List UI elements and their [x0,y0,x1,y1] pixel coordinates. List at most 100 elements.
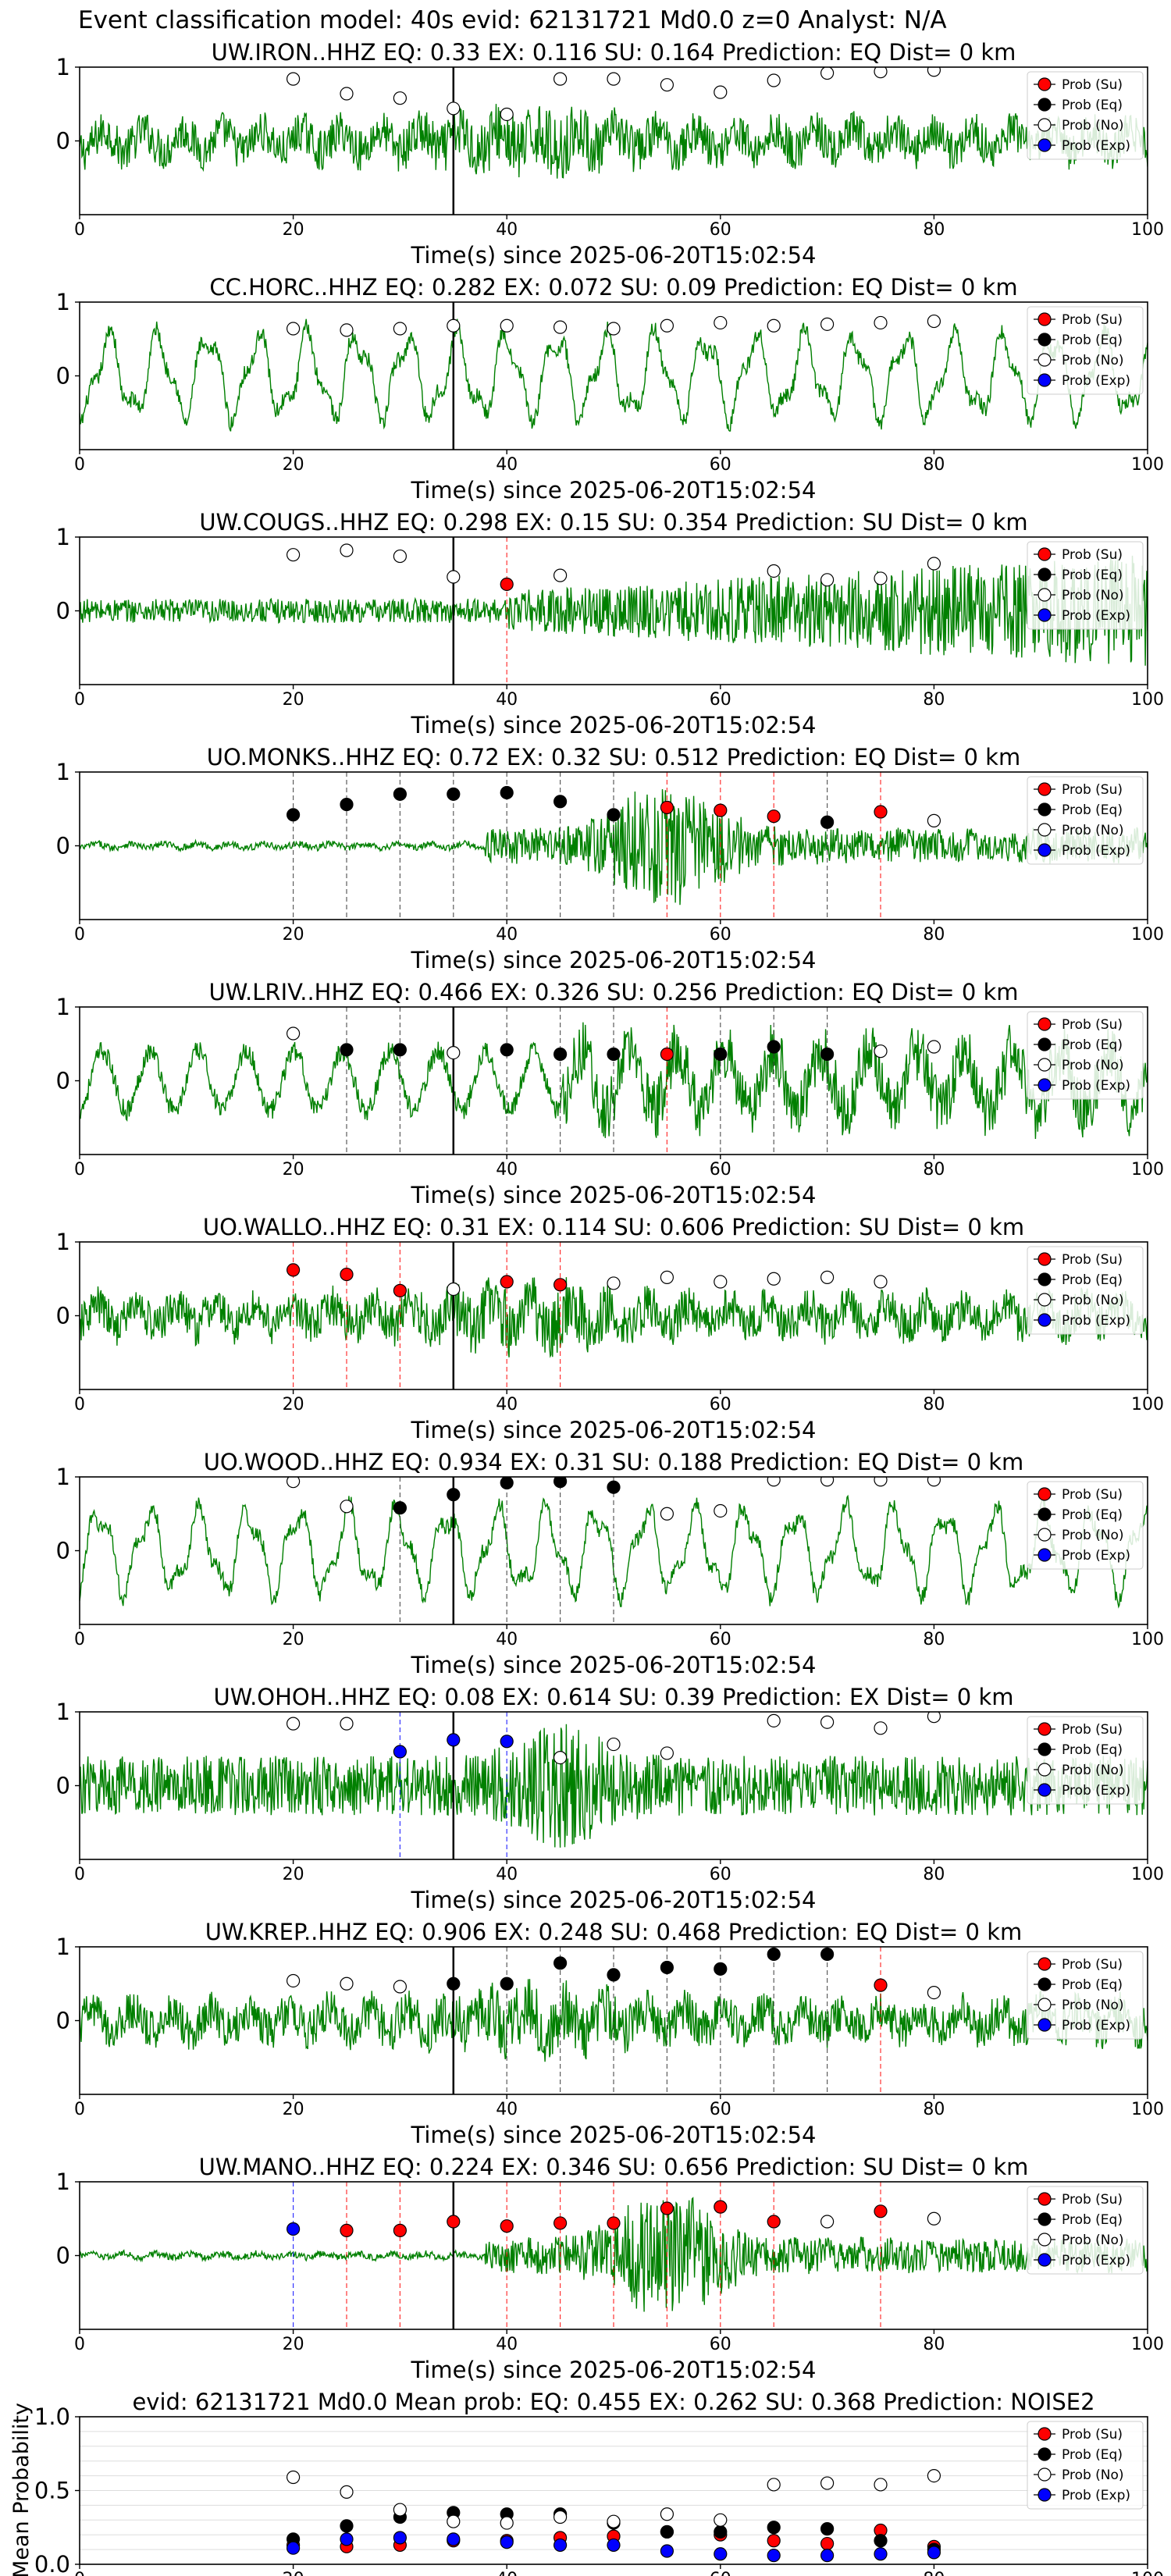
waveform-trace [80,555,1148,666]
x-tick-label: 0 [74,690,85,710]
prob-marker-no [927,1985,941,2000]
prob-marker-no [287,548,301,562]
prob-marker-no [553,1750,568,1765]
prob-marker-no [820,317,835,331]
prob-marker-eq [500,785,514,800]
x-tick-label: 20 [283,220,304,240]
plot-area [80,1007,1148,1155]
plot-area [80,1242,1148,1389]
legend-label-no: Prob (No) [1062,2467,1124,2483]
prob-marker-eq [820,1047,835,1062]
y-tick-label: 1 [56,1699,70,1725]
x-tick-label: 40 [496,1395,518,1414]
prob-marker-no [927,314,941,329]
mean-prob-point-no [714,2513,728,2527]
legend-marker-no [1038,1998,1052,2012]
plot-area [80,772,1148,920]
plot-area [80,1477,1148,1624]
legend-marker-exp [1038,1078,1052,1092]
legend-box [1027,1481,1144,1570]
x-tick-label: 80 [923,2100,945,2119]
y-tick-label: 0 [56,1303,70,1329]
mean-prob-point-no [767,2478,781,2492]
y-tick-label: 1 [56,1464,70,1490]
x-tick-label: 80 [923,2335,945,2354]
plot-area [80,302,1148,450]
x-tick-label: 0 [74,1630,85,1649]
prob-marker-eq [607,1968,621,1982]
prob-marker-no [927,1040,941,1054]
legend-marker-exp [1038,608,1052,622]
prob-marker-no [660,1746,674,1760]
legend-box [1027,1716,1144,1805]
prob-marker-eq [553,1956,568,1970]
legend-box [1027,776,1144,865]
mean-prob-point-eq [340,2519,354,2533]
waveform-trace [80,2197,1148,2312]
mean-prob-point-exp [767,2549,781,2563]
subplot-title: CC.HORC..HHZ EQ: 0.282 EX: 0.072 SU: 0.0… [209,274,1017,301]
axes-frame [79,66,1148,215]
prob-marker-exp [393,1745,408,1759]
x-axis-label: Time(s) since 2025-06-20T15:02:54 [411,1652,817,1678]
prob-marker-no [447,318,461,333]
plot-area [80,1712,1148,1859]
legend-marker-exp [1038,1313,1052,1327]
x-tick-label: 40 [496,220,518,240]
y-tick-label: 1 [56,1934,70,1960]
subplot-title: UW.IRON..HHZ EQ: 0.33 EX: 0.116 SU: 0.16… [212,39,1016,66]
prob-marker-eq [607,1480,621,1494]
prob-marker-eq [553,1477,568,1489]
prob-marker-no [553,320,568,334]
legend-marker-su [1038,1252,1052,1266]
x-tick-label: 100 [1131,2570,1164,2576]
prob-marker-no [714,1275,728,1289]
plot-area [80,537,1148,685]
legend-label-exp: Prob (Exp) [1062,373,1130,389]
legend-label-no: Prob (No) [1062,823,1124,838]
x-tick-label: 80 [923,1160,945,1179]
legend-label-exp: Prob (Exp) [1062,138,1130,154]
legend-marker-eq [1038,1977,1052,1991]
mean-prob-point-no [874,2478,888,2492]
legend-label-no: Prob (No) [1062,1293,1124,1308]
prob-marker-su [607,2216,621,2230]
prob-marker-su [553,2216,568,2230]
x-tick-label: 40 [496,2100,518,2119]
prob-marker-su [393,1283,408,1297]
prob-marker-no [660,1270,674,1284]
mean-prob-point-su [767,2534,781,2548]
prob-marker-no [607,322,621,336]
legend-box [1027,1011,1144,1100]
legend-marker-no [1038,118,1052,132]
legend-marker-eq [1038,2212,1052,2226]
mean-prob-point-exp [874,2547,888,2561]
x-tick-label: 20 [283,455,304,475]
prob-marker-eq [340,797,354,812]
y-tick-label: 0 [56,1538,70,1564]
x-axis-label: Time(s) since 2025-06-20T15:02:54 [411,947,817,973]
mean-prob-point-no [447,2514,461,2528]
prob-marker-eq [393,1501,408,1515]
legend-label-exp: Prob (Exp) [1062,1313,1130,1329]
mean-prob-point-exp [607,2538,621,2553]
y-tick-label: 1 [56,994,70,1020]
x-axis-label: Time(s) since 2025-06-20T15:02:54 [411,2357,817,2383]
legend-label-exp: Prob (Exp) [1062,2018,1130,2033]
prob-marker-no [500,107,514,122]
prob-marker-no [393,1980,408,1994]
prob-marker-eq [767,1947,781,1962]
legend-marker-exp [1038,2018,1052,2032]
prob-marker-su [500,2219,514,2233]
prob-marker-no [714,315,728,330]
legend-marker-no [1038,2233,1052,2247]
legend-label-no: Prob (No) [1062,588,1124,603]
prob-marker-exp [287,2222,301,2236]
x-tick-label: 80 [923,1865,945,1884]
prob-marker-su [714,803,728,817]
legend-label-su: Prob (Su) [1062,1487,1123,1503]
prob-marker-no [607,72,621,86]
waveform-trace [80,788,1148,906]
subplot-title: UW.COUGS..HHZ EQ: 0.298 EX: 0.15 SU: 0.3… [199,509,1027,535]
y-tick-label: 0 [56,2243,70,2269]
